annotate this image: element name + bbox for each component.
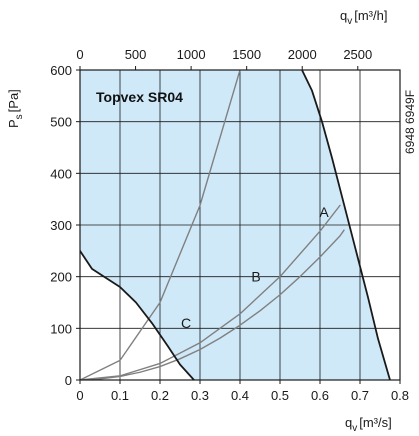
y-axis-title-base: P (6, 119, 21, 128)
x-bottom-tick-label: 0.2 (151, 388, 169, 403)
x-top-axis-title-sub: v (347, 16, 352, 27)
x-top-tick-label: 1500 (232, 47, 261, 62)
system-curve-b (80, 70, 241, 380)
x-top-axis-title-base: q (340, 8, 347, 23)
x-top-axis-title-unit: [m³/h] (354, 8, 387, 23)
grid (80, 70, 400, 380)
y-tick-label: 300 (50, 218, 72, 233)
curve-labels: A B C (181, 204, 329, 331)
x-bottom-axis-title-base: q (345, 415, 352, 430)
x-top-tick-label: 2500 (343, 47, 372, 62)
curve-label-c: C (181, 315, 191, 331)
y-axis-title: Ps [Pa] (6, 89, 25, 128)
y-tick-label: 500 (50, 115, 72, 130)
y-tick-label: 100 (50, 321, 72, 336)
system-curves (80, 70, 345, 380)
y-tick-label: 600 (50, 63, 72, 78)
x-bottom-tick-label: 0.5 (271, 388, 289, 403)
y-axis-title-sub: s (14, 114, 25, 119)
figure-code: 6948 6949F (403, 90, 417, 154)
fan-curve-max (301, 70, 391, 380)
system-curve-a (80, 204, 341, 380)
x-bottom-tick-label: 0.7 (351, 388, 369, 403)
x-bottom-tick-label: 0.8 (391, 388, 409, 403)
x-bottom-tick-label: 0.6 (311, 388, 329, 403)
chart-title: Topvex SR04 (96, 89, 183, 105)
x-top-tick-label: 500 (125, 47, 147, 62)
x-top-tick-label: 0 (76, 47, 83, 62)
y-tick-label: 0 (65, 373, 72, 388)
x-bottom-axis-title: qv [m³/s] (345, 415, 392, 434)
x-bottom-tick-label: 0.1 (111, 388, 129, 403)
y-tick-label: 400 (50, 166, 72, 181)
fan-curve-min (80, 249, 195, 380)
x-top-tick-label: 1000 (177, 47, 206, 62)
axis-ticks: 0 0.1 0.2 0.3 0.4 0.5 0.6 0.7 0.80 500 1000 1500 200… (50, 47, 409, 403)
x-bottom-tick-label: 0.3 (191, 388, 209, 403)
fan-curves (80, 70, 391, 380)
x-bottom-axis-title-unit: [m³/s] (359, 415, 392, 430)
curve-label-a: A (319, 204, 329, 220)
x-top-axis-title: qv [m³/h] (340, 8, 387, 27)
y-tick-label: 200 (50, 270, 72, 285)
curve-label-b: B (251, 269, 260, 285)
x-bottom-tick-label: 0 (76, 388, 83, 403)
x-bottom-axis-title-sub: v (352, 423, 357, 434)
system-curve-c (80, 229, 345, 380)
x-bottom-tick-label: 0.4 (231, 388, 249, 403)
y-axis-title-unit: [Pa] (6, 89, 21, 112)
x-top-tick-label: 2000 (288, 47, 317, 62)
